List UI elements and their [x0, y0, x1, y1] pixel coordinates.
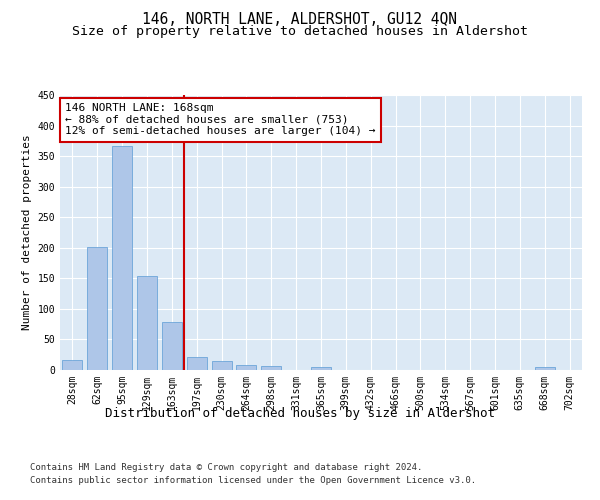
Bar — [88, 247, 107, 370]
Text: Distribution of detached houses by size in Aldershot: Distribution of detached houses by size … — [105, 408, 495, 420]
Text: 146, NORTH LANE, ALDERSHOT, GU12 4QN: 146, NORTH LANE, ALDERSHOT, GU12 4QN — [143, 12, 458, 28]
Bar — [535, 367, 554, 370]
Bar — [262, 366, 281, 370]
Text: Contains public sector information licensed under the Open Government Licence v3: Contains public sector information licen… — [30, 476, 476, 485]
Text: Contains HM Land Registry data © Crown copyright and database right 2024.: Contains HM Land Registry data © Crown c… — [30, 462, 422, 471]
Text: 146 NORTH LANE: 168sqm
← 88% of detached houses are smaller (753)
12% of semi-de: 146 NORTH LANE: 168sqm ← 88% of detached… — [65, 104, 376, 136]
Bar — [187, 357, 206, 370]
Y-axis label: Number of detached properties: Number of detached properties — [22, 134, 32, 330]
Bar — [162, 322, 182, 370]
Bar — [212, 361, 232, 370]
Text: Size of property relative to detached houses in Aldershot: Size of property relative to detached ho… — [72, 25, 528, 38]
Bar — [112, 146, 132, 370]
Bar — [236, 365, 256, 370]
Bar — [62, 360, 82, 370]
Bar — [137, 276, 157, 370]
Bar — [311, 367, 331, 370]
